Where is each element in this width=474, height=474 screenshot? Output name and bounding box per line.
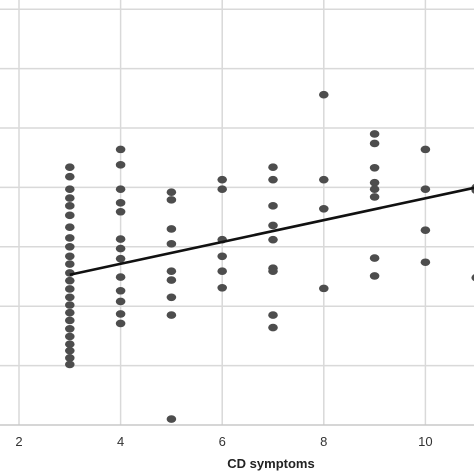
grid-lines — [0, 0, 474, 426]
data-point — [115, 310, 126, 318]
data-point — [65, 234, 75, 242]
data-point — [420, 226, 431, 234]
x-tick-label: 2 — [15, 434, 22, 449]
data-point — [369, 254, 380, 262]
data-point — [115, 199, 126, 207]
data-point — [65, 346, 75, 355]
data-point — [65, 285, 75, 293]
data-point — [268, 267, 278, 275]
data-point — [217, 252, 227, 261]
data-point — [65, 360, 75, 369]
data-point — [369, 185, 380, 193]
data-point — [319, 204, 329, 213]
data-point — [65, 163, 75, 172]
x-tick-label: 4 — [117, 434, 124, 449]
data-point — [166, 311, 177, 319]
data-point — [166, 225, 177, 233]
data-point — [166, 267, 177, 275]
data-point — [115, 235, 126, 243]
data-point — [115, 161, 126, 169]
data-point — [369, 163, 380, 172]
data-point — [471, 274, 474, 282]
data-point — [65, 172, 75, 181]
trend-line-group — [69, 186, 474, 276]
x-tick-label: 8 — [320, 434, 327, 449]
data-point — [268, 221, 278, 230]
data-point — [65, 293, 75, 302]
data-point — [319, 90, 329, 99]
data-point — [115, 319, 126, 328]
data-point — [65, 276, 75, 285]
data-point — [65, 202, 75, 210]
data-point — [166, 240, 177, 248]
data-point — [115, 254, 126, 263]
data-point — [420, 185, 431, 193]
data-point — [268, 202, 278, 210]
data-point — [65, 316, 75, 325]
data-point — [65, 185, 75, 193]
data-point — [166, 293, 177, 302]
data-point — [65, 211, 75, 220]
data-point — [65, 260, 75, 268]
data-point — [65, 223, 75, 231]
data-point — [166, 276, 177, 284]
data-point — [115, 273, 126, 281]
data-point — [166, 196, 177, 204]
data-point — [369, 139, 380, 148]
data-point — [268, 235, 278, 244]
data-point — [65, 252, 75, 261]
trend-line — [69, 186, 474, 276]
data-point — [420, 258, 431, 267]
data-point — [217, 267, 227, 275]
data-point — [65, 308, 75, 317]
data-point — [369, 193, 380, 201]
data-point — [65, 332, 75, 341]
data-point — [65, 194, 75, 202]
data-point — [115, 207, 126, 216]
x-axis-ticks: 2 4 6 8 10 — [15, 434, 432, 449]
x-tick-label: 6 — [219, 434, 226, 449]
x-tick-label: 10 — [418, 434, 432, 449]
data-point — [319, 284, 329, 293]
data-point — [369, 178, 380, 187]
data-point — [420, 145, 431, 154]
data-point — [268, 311, 278, 319]
data-point — [319, 175, 329, 184]
data-point — [217, 175, 227, 184]
data-point — [166, 188, 177, 196]
data-points — [65, 90, 474, 423]
data-point — [115, 286, 126, 295]
data-point — [115, 297, 126, 306]
data-point — [115, 145, 126, 154]
data-point — [166, 415, 177, 423]
data-point — [369, 130, 380, 138]
data-point — [115, 244, 126, 253]
data-point — [65, 340, 75, 349]
data-point — [217, 283, 227, 292]
data-point — [369, 272, 380, 280]
data-point — [65, 324, 75, 333]
data-point — [65, 301, 75, 309]
data-point — [268, 163, 278, 172]
x-axis-title: CD symptoms — [227, 456, 314, 471]
data-point — [268, 323, 278, 332]
data-point — [268, 175, 278, 184]
data-point — [65, 354, 75, 362]
data-point — [115, 185, 126, 193]
data-point — [217, 185, 227, 193]
data-point — [65, 243, 75, 251]
